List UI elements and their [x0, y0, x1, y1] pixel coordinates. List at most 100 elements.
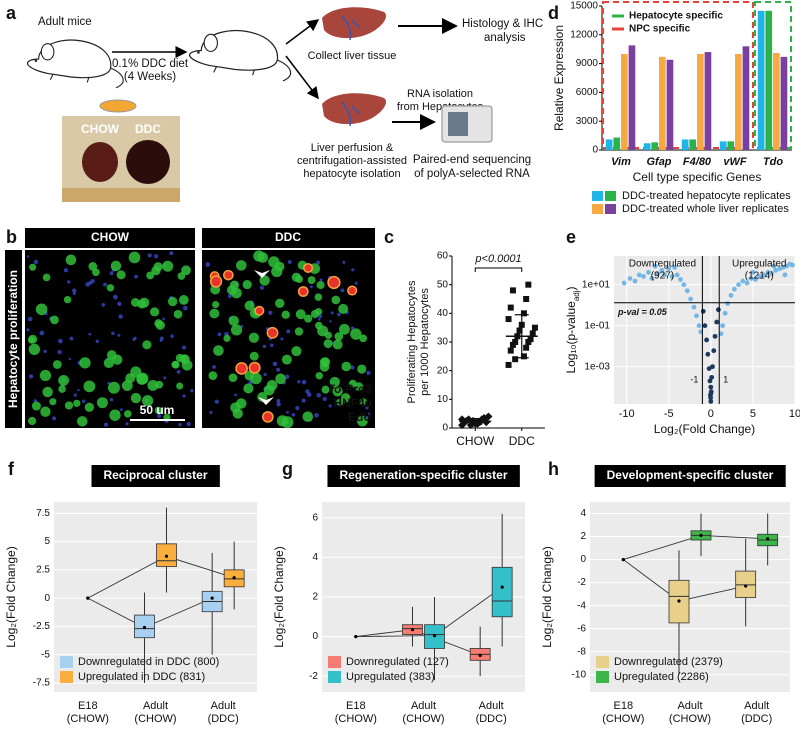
- nucleus: [213, 345, 224, 356]
- nucleus: [350, 328, 362, 340]
- bar: [780, 56, 788, 150]
- data-point: [712, 333, 718, 339]
- nucleus: [181, 265, 191, 276]
- nucleus: [366, 370, 371, 375]
- nucleus: [295, 406, 300, 411]
- mean-point: [500, 585, 504, 589]
- nucleus: [52, 360, 62, 369]
- box: [735, 570, 757, 598]
- nucleus: [171, 360, 180, 369]
- x-tick-label: Adult: [411, 700, 436, 712]
- scale-bar-label: 50 um: [140, 403, 175, 417]
- data-point: [523, 344, 530, 351]
- bar: [621, 54, 628, 150]
- side-bar: [5, 250, 22, 428]
- nucleus: [291, 346, 302, 357]
- nucleus: [262, 411, 274, 423]
- sequencer-icon: [448, 112, 468, 136]
- data-point: [753, 277, 758, 282]
- nucleus: [169, 251, 174, 256]
- nucleus: [64, 401, 74, 410]
- nucleus: [271, 265, 283, 278]
- nucleus: [342, 260, 346, 264]
- y-tick-label: 2: [580, 531, 586, 542]
- nucleus: [128, 251, 141, 264]
- diet-dish: [99, 99, 137, 113]
- panel-b: b CHOW DDC Hepatocyte proliferation 50 u…: [5, 227, 375, 429]
- arrowhead: [254, 270, 270, 278]
- data-point: [529, 330, 536, 337]
- y-tick-label: 3000: [576, 116, 599, 127]
- annotation: (927): [651, 271, 674, 282]
- nucleus: [320, 357, 330, 367]
- y-tick-label: 2: [312, 592, 318, 603]
- mean-point: [232, 576, 236, 580]
- y-tick-label: 4: [312, 552, 318, 563]
- nucleus: [88, 332, 92, 336]
- x-tick-label: (CHOW): [669, 713, 711, 725]
- nucleus: [40, 406, 51, 417]
- data-point: [714, 319, 720, 325]
- nucleus: [306, 392, 312, 397]
- nucleus: [340, 288, 345, 293]
- chart: e 1e+01 1e-01 1e-03 -10 -5 0 5 10 -1 1 p-val = 0.05…: [564, 227, 800, 436]
- nucleus: [242, 280, 252, 290]
- y-axis-label: Log₁₀(p-valueadj): [564, 286, 580, 373]
- nucleus: [121, 380, 133, 391]
- annotation: Upregulated: [732, 259, 786, 270]
- data-point: [507, 347, 514, 354]
- nucleus: [39, 369, 52, 382]
- plot-background: [614, 256, 795, 404]
- nucleus: [310, 309, 320, 319]
- nucleus: [316, 392, 322, 398]
- nucleus: [162, 317, 165, 321]
- legend-swatch: [605, 204, 616, 214]
- y-tick-label: 30: [437, 337, 449, 348]
- data-point: [708, 384, 714, 390]
- data-point: [512, 356, 519, 363]
- nucleus: [359, 334, 368, 343]
- mean-point: [478, 653, 482, 657]
- arrow: [285, 55, 319, 100]
- data-point: [520, 310, 527, 317]
- nucleus: [136, 372, 149, 385]
- data-point: [688, 296, 694, 302]
- mean-point: [432, 633, 437, 638]
- mean-point: [164, 554, 169, 558]
- nucleus: [208, 371, 218, 381]
- nucleus: [338, 323, 350, 335]
- nucleus: [69, 336, 74, 341]
- nucleus: [57, 350, 62, 355]
- y-tick-label: -5: [41, 649, 50, 660]
- nucleus: [235, 260, 247, 271]
- data-point: [707, 378, 713, 384]
- nucleus: [43, 349, 47, 354]
- nucleus: [254, 305, 265, 316]
- y-tick-label: 10: [437, 394, 449, 405]
- x-tick-label: (CHOW): [335, 713, 377, 725]
- mean-point: [410, 628, 415, 632]
- legend-swatch: [596, 671, 609, 683]
- nucleus: [190, 388, 194, 393]
- nucleus: [324, 331, 332, 339]
- nucleus: [63, 268, 69, 273]
- nucleus: [209, 275, 223, 288]
- nucleus: [331, 295, 341, 305]
- nucleus: [367, 412, 371, 415]
- nucleus: [244, 300, 255, 311]
- threshold-label: -1: [690, 374, 698, 384]
- nucleus: [291, 413, 296, 417]
- legend-swatch: [592, 191, 603, 201]
- x-tick-label: (CHOW): [602, 713, 644, 725]
- nucleus: [236, 398, 247, 409]
- header: CHOW: [91, 230, 130, 244]
- nucleus: [72, 288, 77, 293]
- data-point: [708, 390, 714, 396]
- data-point: [748, 276, 754, 281]
- data-point: [773, 267, 779, 273]
- nucleus: [276, 367, 281, 372]
- data-point: [627, 276, 633, 281]
- nucleus: [270, 343, 274, 347]
- nucleus: [181, 345, 187, 350]
